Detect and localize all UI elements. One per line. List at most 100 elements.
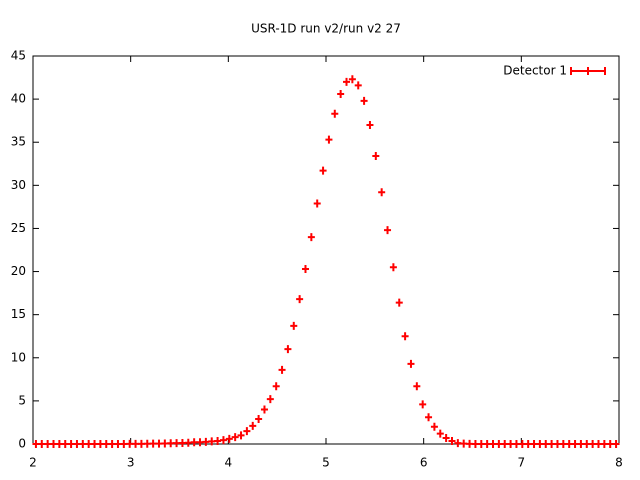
data-point: [114, 440, 122, 448]
data-point: [167, 439, 175, 448]
data-point: [518, 440, 526, 448]
y-tick-label: 10: [11, 350, 26, 364]
data-point: [79, 440, 87, 448]
data-point: [354, 81, 362, 90]
data-point: [542, 440, 550, 448]
data-point: [512, 440, 520, 448]
chart-title: USR-1D run v2/run v2 27: [251, 22, 401, 36]
y-tick-label: 15: [11, 307, 26, 321]
data-point: [44, 440, 52, 448]
data-point: [477, 440, 485, 448]
data-point: [178, 438, 186, 447]
data-point: [296, 295, 304, 304]
data-point: [337, 89, 345, 98]
x-tick-label: 4: [225, 456, 233, 470]
data-point: [237, 431, 245, 440]
x-tick-label: 8: [615, 456, 623, 470]
data-point: [483, 440, 491, 448]
y-tick-label: 35: [11, 135, 26, 149]
data-point: [67, 440, 75, 448]
x-tick-label: 2: [29, 456, 37, 470]
data-point: [61, 440, 69, 448]
data-point: [583, 440, 591, 448]
data-point: [32, 440, 40, 448]
data-point: [91, 440, 99, 448]
x-tick-label: 5: [322, 456, 330, 470]
x-tick-label: 7: [518, 456, 526, 470]
data-point: [161, 439, 169, 448]
data-point: [307, 233, 315, 242]
data-point: [466, 439, 474, 448]
data-point: [360, 96, 368, 105]
data-point: [372, 152, 380, 161]
data-point: [73, 440, 81, 448]
x-tick-label: 3: [127, 456, 135, 470]
data-point: [132, 439, 140, 448]
data-point: [401, 332, 409, 341]
data-point: [430, 422, 438, 431]
data-point: [589, 440, 597, 448]
data-point: [606, 440, 614, 448]
data-point: [348, 75, 356, 84]
data-point: [600, 440, 608, 448]
data-point: [524, 440, 532, 448]
data-point: [594, 440, 602, 448]
data-point: [266, 395, 274, 404]
data-point: [126, 439, 134, 448]
data-point: [612, 440, 620, 448]
data-point: [331, 109, 339, 118]
data-point: [378, 188, 386, 197]
data-point: [319, 166, 327, 175]
data-point: [96, 440, 104, 448]
data-point: [325, 135, 333, 144]
data-point: [471, 440, 479, 448]
data-point: [173, 439, 181, 448]
data-point: [395, 298, 403, 307]
data-point: [495, 440, 503, 448]
data-point: [272, 382, 280, 391]
data-point: [249, 421, 257, 430]
data-point: [55, 440, 63, 448]
y-tick-label: 45: [11, 49, 26, 63]
data-point: [536, 440, 544, 448]
data-point: [571, 440, 579, 448]
data-point: [460, 439, 468, 448]
data-point: [530, 440, 538, 448]
data-point: [448, 436, 456, 445]
data-point: [38, 440, 46, 448]
data-point: [243, 427, 251, 436]
x-tick-label: 6: [420, 456, 428, 470]
data-point: [219, 436, 227, 445]
data-point: [137, 439, 145, 448]
data-point: [190, 438, 198, 447]
data-point: [290, 321, 298, 330]
data-point: [149, 439, 157, 448]
data-point: [155, 439, 163, 448]
data-point: [565, 440, 573, 448]
data-point: [196, 438, 204, 447]
y-tick-label: 20: [11, 264, 26, 278]
data-point: [208, 437, 216, 446]
data-point: [225, 434, 233, 443]
data-point: [278, 365, 286, 374]
data-point: [559, 440, 567, 448]
data-point: [108, 440, 116, 448]
data-point: [454, 439, 462, 448]
data-point: [413, 382, 421, 391]
data-point: [407, 359, 415, 368]
data-point: [184, 438, 192, 447]
data-point: [214, 436, 222, 445]
y-tick-label: 0: [18, 437, 26, 451]
data-point: [489, 440, 497, 448]
data-point: [313, 199, 321, 208]
y-tick-label: 40: [11, 92, 26, 106]
data-point: [419, 400, 427, 409]
data-point: [85, 440, 93, 448]
data-point: [389, 263, 397, 272]
data-point: [366, 120, 374, 129]
data-point: [143, 439, 151, 448]
data-point: [301, 264, 309, 273]
data-point: [507, 440, 515, 448]
data-point: [577, 440, 585, 448]
